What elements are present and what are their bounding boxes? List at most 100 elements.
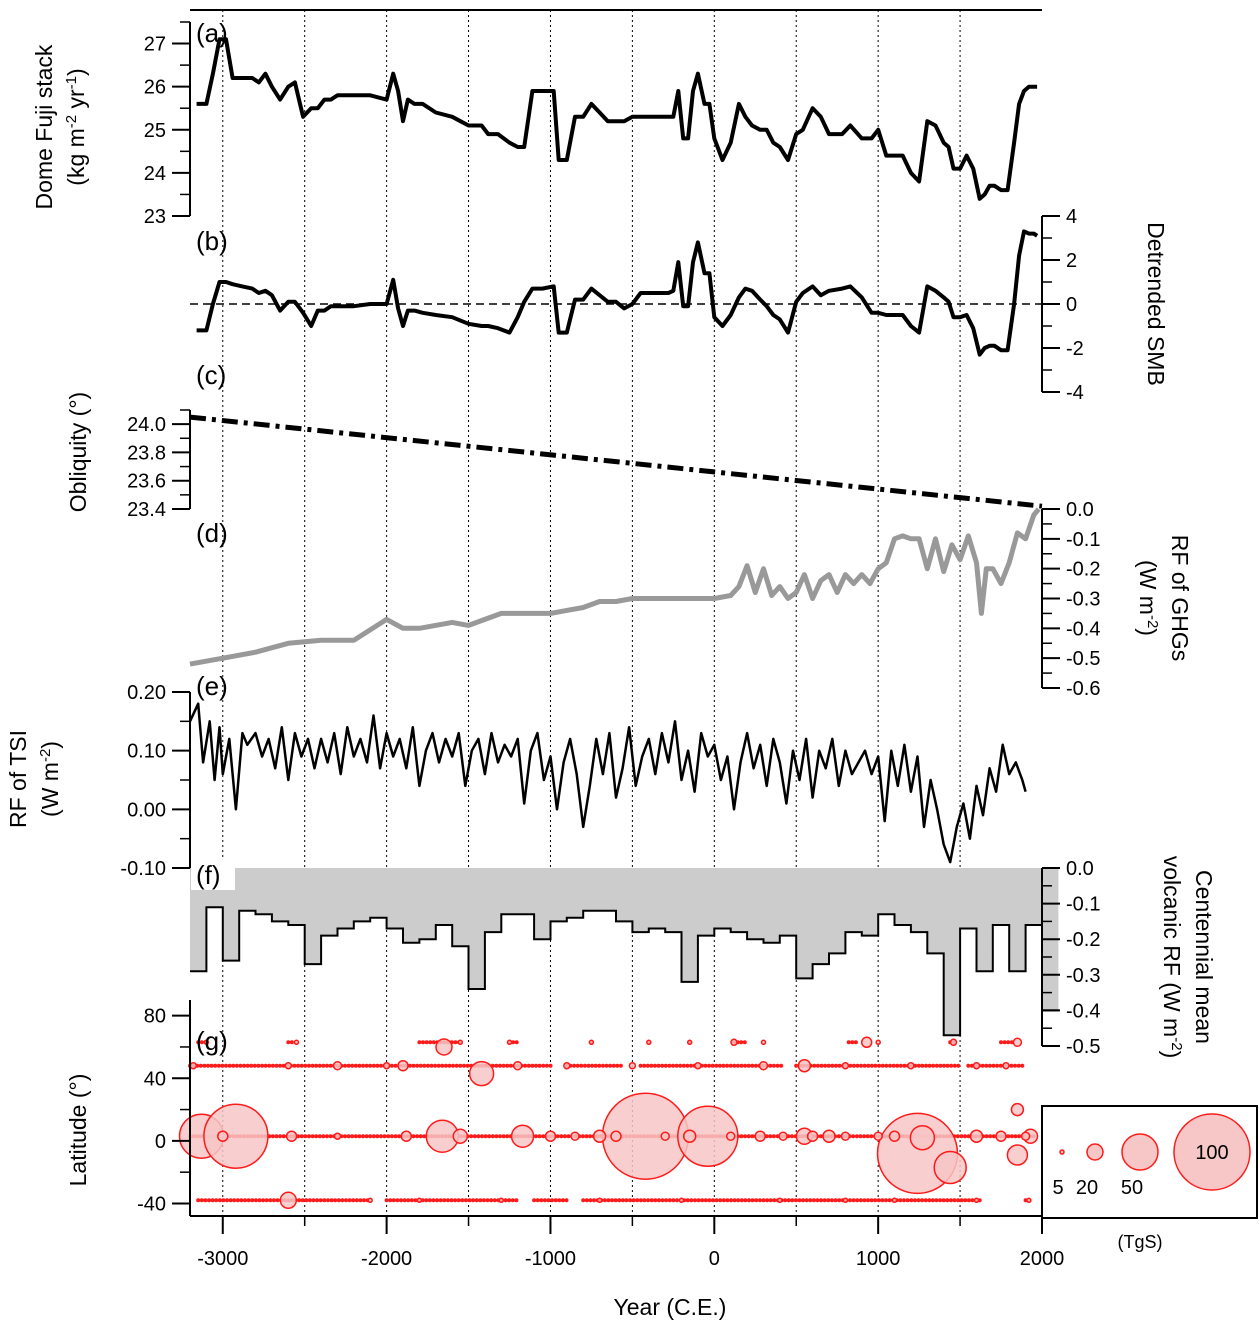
eruption-marker-small — [564, 1198, 569, 1203]
y-tick-label: -40 — [137, 1193, 166, 1215]
eruption-marker-small — [628, 1198, 633, 1203]
eruption-marker-small — [224, 1063, 228, 1068]
y-tick-label: 23 — [144, 206, 166, 228]
eruption-marker-small — [281, 1134, 286, 1139]
eruption-marker-small — [507, 1198, 512, 1203]
eruption-marker — [435, 1038, 453, 1056]
eruption-marker-small — [938, 1063, 943, 1068]
eruption-marker — [797, 1058, 812, 1073]
eruption-marker-small — [469, 1134, 474, 1139]
eruption-marker-small — [707, 1198, 712, 1203]
eruption-marker-small — [700, 1198, 705, 1203]
eruption-marker-small — [304, 1198, 309, 1203]
eruption-marker-small — [980, 1063, 985, 1068]
eruption-marker-small — [418, 1134, 423, 1139]
eruption-marker — [758, 1060, 769, 1071]
eruption-marker — [203, 1039, 210, 1046]
eruption-marker-small — [853, 1040, 858, 1045]
eruption-marker-small — [253, 1198, 258, 1203]
eruption-marker-small — [460, 1198, 465, 1203]
eruption-marker-small — [501, 1063, 506, 1068]
eruption-marker-small — [249, 1063, 254, 1068]
size-legend-label: 50 — [1121, 1177, 1143, 1199]
eruption-marker-small — [710, 1063, 715, 1068]
eruption-marker-small — [876, 1198, 881, 1203]
eruption-marker-small — [433, 1063, 438, 1068]
eruption-marker-small — [902, 1198, 906, 1203]
panel-c-obliquity: 23.4 23.6 23.8 24.0 (c) Obliquity (°) — [65, 360, 1043, 521]
y-axis-title-units: (kg m-2 yr-1) — [63, 68, 90, 185]
eruption-marker-small — [411, 1063, 416, 1068]
eruption-marker-small — [667, 1063, 672, 1068]
eruption-marker-small — [750, 1134, 755, 1139]
eruption-marker-small — [743, 1063, 748, 1068]
eruption-marker-small — [693, 1198, 697, 1203]
eruption-marker-small — [873, 1198, 878, 1203]
eruption-marker-small — [671, 1063, 675, 1068]
y-tick-label: -0.4 — [1066, 1000, 1100, 1022]
panel-tag: (d) — [196, 518, 228, 548]
axis-title-part: volcanic RF (W m — [1159, 856, 1185, 1037]
eruption-marker-small — [217, 1198, 222, 1203]
eruption-marker-small — [963, 1134, 967, 1139]
y-axis-title: Centennial mean — [1191, 870, 1217, 1044]
eruption-marker-small — [575, 1063, 580, 1068]
eruption-marker-small — [984, 1134, 989, 1139]
eruption-marker-small — [790, 1198, 795, 1203]
panel-b-detrended-smb: -4 -2 0 2 4 (b) Detrended SMB — [190, 206, 1169, 404]
eruption-marker-small — [406, 1198, 411, 1203]
panel-tag: (b) — [196, 226, 228, 256]
eruption-marker-small — [645, 1063, 650, 1068]
size-legend-circle — [1173, 1113, 1251, 1191]
eruption-marker-small — [956, 1063, 961, 1068]
eruption-marker-small — [397, 1134, 402, 1139]
eruption-marker-small — [480, 1134, 484, 1139]
eruption-marker-small — [424, 1198, 429, 1203]
eruption-marker — [332, 1060, 343, 1071]
eruption-marker-small — [307, 1198, 312, 1203]
eruption-marker-small — [898, 1198, 903, 1203]
axis-title-part: Latitude (°) — [65, 1074, 91, 1187]
eruption-marker — [933, 1150, 967, 1185]
eruption-marker-small — [227, 1063, 232, 1068]
eruption-marker-small — [660, 1198, 665, 1203]
panel-tag: (g) — [196, 1026, 228, 1056]
eruption-marker-small — [210, 1198, 215, 1203]
eruption-marker-small — [858, 1198, 863, 1203]
eruption-marker-small — [411, 1134, 416, 1139]
eruption-marker-small — [685, 1198, 690, 1203]
eruption-marker-small — [930, 1198, 935, 1203]
axis-title-part: Detrended SMB — [1143, 222, 1169, 386]
panel-tag: (f) — [196, 860, 221, 890]
volcanic-rf-step-line — [190, 906, 1059, 1037]
eruption-marker-small — [611, 1063, 616, 1068]
y-tick-label: 23.8 — [127, 442, 166, 464]
eruption-marker-small — [753, 1063, 758, 1068]
eruption-marker-small — [514, 1040, 519, 1045]
eruption-marker-small — [379, 1063, 383, 1068]
axis-title-part: ) — [1159, 1051, 1185, 1059]
eruption-marker-small — [523, 1063, 528, 1068]
y-tick-label: 0.0 — [1066, 499, 1094, 521]
eruption-marker-small — [541, 1134, 546, 1139]
eruption-marker-small — [826, 1063, 831, 1068]
panel-tag: (e) — [196, 671, 228, 701]
panel-g-eruption-latitude: -40 0 40 80 (g) Latitude (°) — [65, 1000, 1039, 1216]
y-tick-label: 0 — [155, 1131, 166, 1153]
eruption-marker-small — [494, 1063, 499, 1068]
eruption-marker-small — [823, 1063, 828, 1068]
eruption-marker-small — [343, 1063, 347, 1068]
eruption-marker-small — [487, 1134, 492, 1139]
eruption-marker-small — [539, 1198, 544, 1203]
eruption-marker-small — [1016, 1063, 1021, 1068]
y-tick-label: -0.5 — [1066, 1036, 1100, 1058]
eruption-marker-small — [350, 1063, 355, 1068]
eruption-marker-small — [1009, 1063, 1014, 1068]
eruption-marker — [510, 1124, 535, 1148]
eruption-marker-small — [689, 1198, 694, 1203]
eruption-marker-small — [196, 1198, 201, 1203]
eruption-marker-small — [424, 1040, 429, 1045]
eruption-marker — [760, 1039, 767, 1046]
panel-tag-background — [191, 860, 235, 890]
x-tick-label: 2000 — [1020, 1248, 1065, 1270]
